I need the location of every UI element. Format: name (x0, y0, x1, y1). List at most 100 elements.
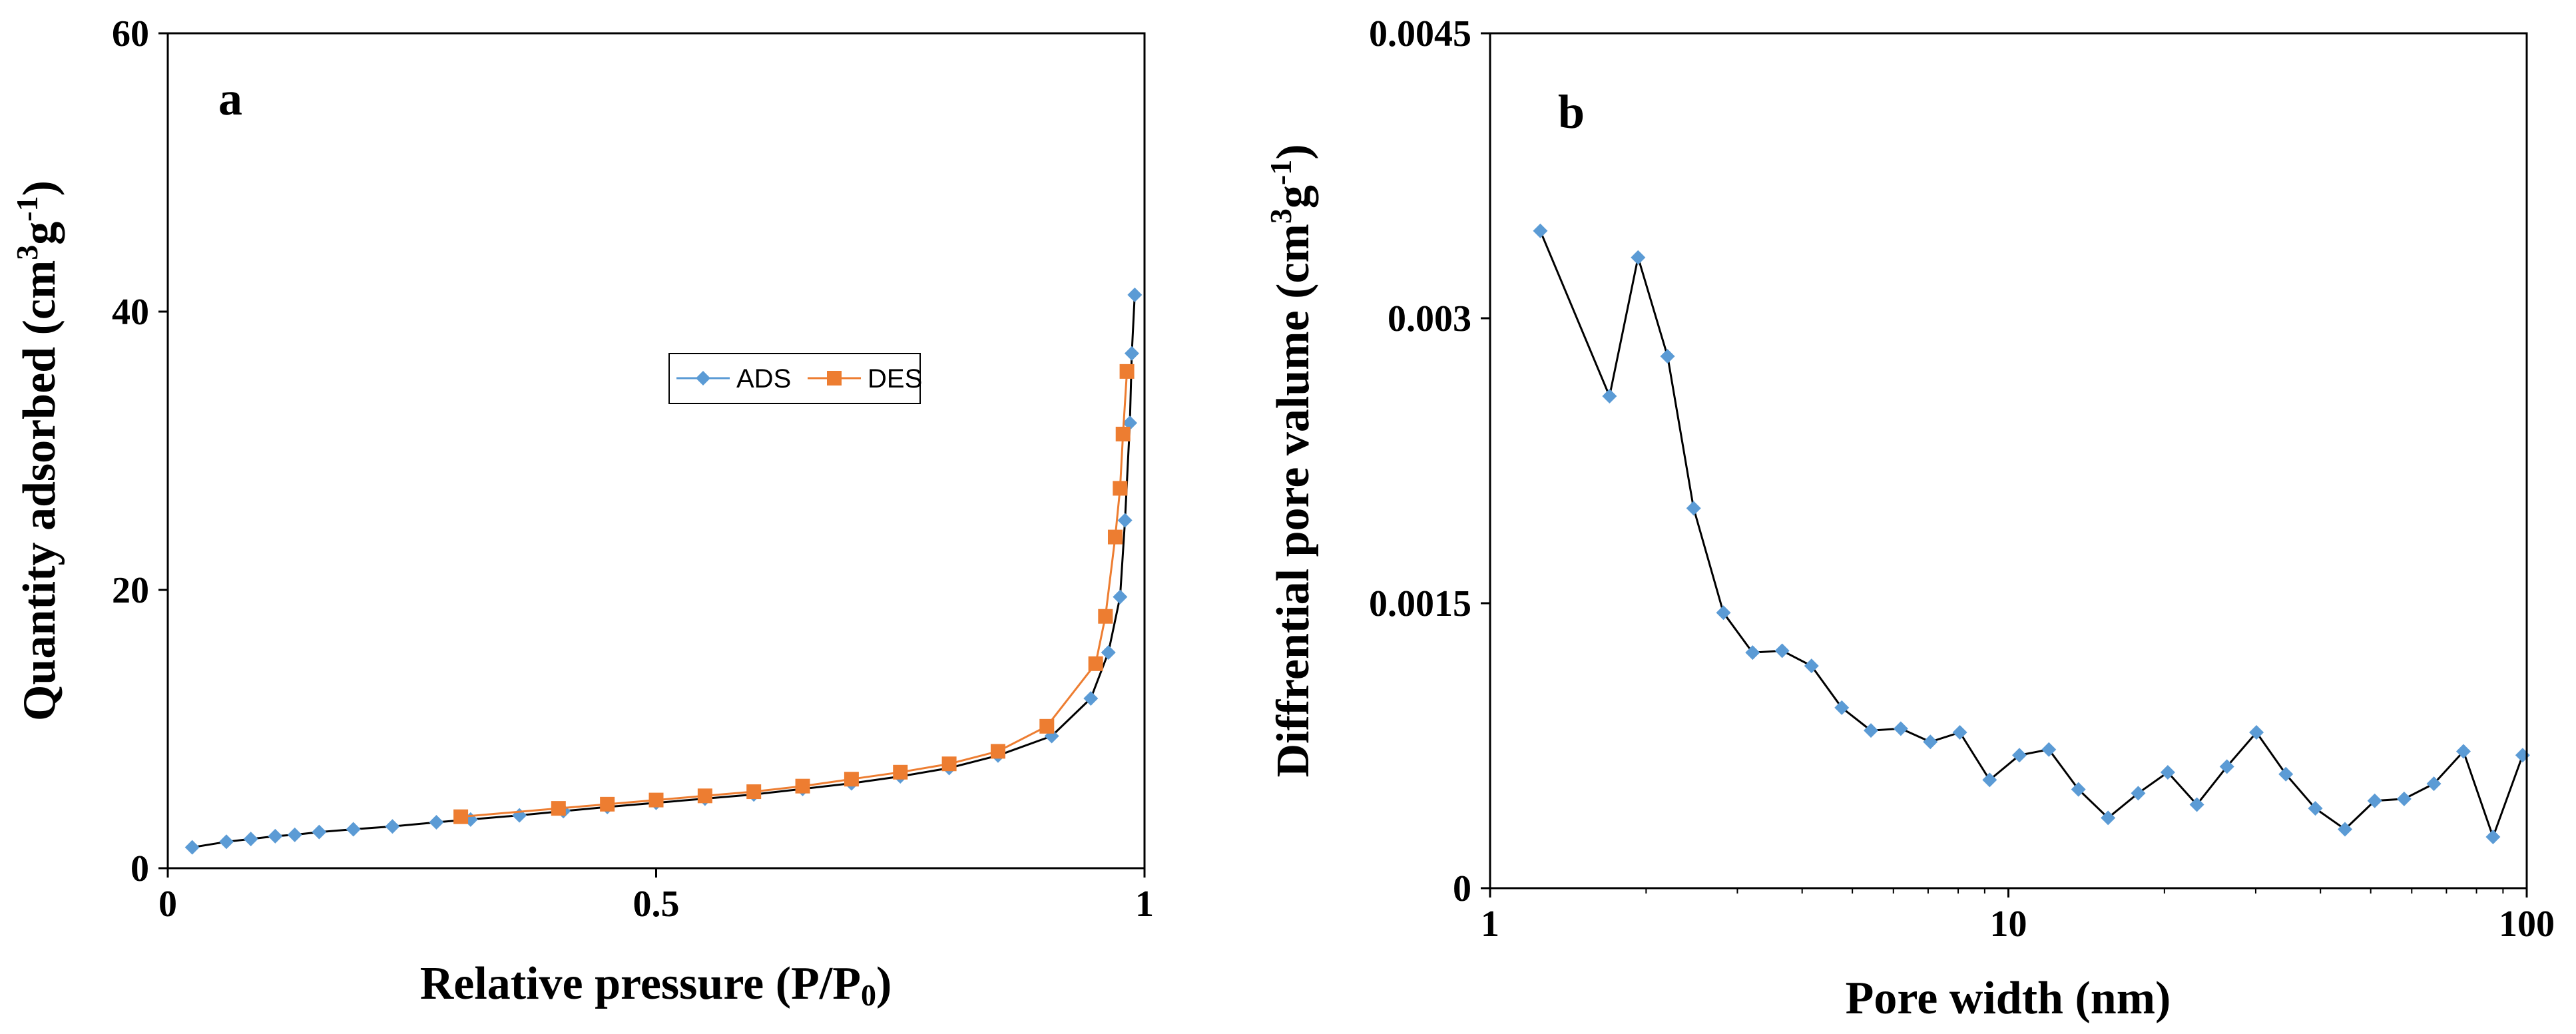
chart-b-point-pore-volume (2249, 725, 2264, 740)
chart-b: 1 10 100 0 0.0015 0.003 0.0045 b Pore width (n… (1264, 13, 2555, 1024)
chart-a-point-des (1088, 656, 1103, 671)
chart-a-point-des (1039, 718, 1055, 734)
chart-a-legend: ADS DES (668, 353, 922, 404)
chart-a-point-ads (184, 840, 200, 855)
legend-des-label: DES (868, 364, 922, 393)
chart-a-point-ads (1122, 415, 1137, 431)
chart-a-point-ads (312, 824, 327, 840)
chart-a-point-ads (1124, 346, 1139, 361)
chart-b-point-pore-volume (1834, 700, 1850, 715)
chart-a-point-ads (346, 822, 361, 837)
chart-b-point-pore-volume (1533, 223, 1548, 238)
chart-a-point-des (893, 764, 908, 780)
chart-a-point-des (1107, 529, 1123, 545)
chart-b-point-pore-volume (2396, 791, 2412, 806)
chart-b-point-pore-volume (1982, 772, 1997, 788)
chart-b-point-pore-volume (1923, 734, 1938, 750)
chart-b-point-pore-volume (1686, 501, 1701, 516)
chart-b-y-tick-label: 0.0045 (1369, 13, 1471, 55)
chart-a-panel-label: a (218, 72, 242, 125)
chart-a-y-tick-label: 20 (112, 570, 149, 611)
chart-a-point-des (844, 772, 859, 787)
chart-a-point-des (453, 809, 469, 824)
chart-b-plot-area (1533, 223, 2530, 844)
chart-a-x-axis-label: Relative pressure (P/P0) (420, 958, 892, 1012)
chart-b-panel-label: b (1558, 85, 1585, 138)
chart-b-point-pore-volume (1660, 349, 1675, 364)
chart-a-point-des (551, 801, 566, 816)
chart-a-point-ads (1127, 287, 1143, 302)
chart-a-plot-area (184, 287, 1143, 855)
chart-a-point-des (990, 744, 1005, 759)
chart-a-point-ads (1083, 691, 1099, 706)
legend-ads-marker (696, 371, 710, 386)
chart-b-point-pore-volume (2455, 744, 2471, 759)
chart-a-y-tick-label: 0 (130, 848, 149, 890)
chart-a-point-ads (385, 819, 400, 834)
chart-b-point-pore-volume (1631, 250, 1646, 265)
chart-a-point-ads (287, 827, 302, 842)
chart-a-point-des (1119, 364, 1135, 379)
chart-b-x-tick-label: 10 (1990, 904, 2027, 945)
chart-b-point-pore-volume (1804, 658, 1819, 674)
chart-a-point-des (941, 756, 957, 772)
chart-b-point-pore-volume (1602, 388, 1617, 403)
chart-b-point-pore-volume (2367, 793, 2382, 808)
chart-a-x-tick-label: 1 (1135, 884, 1154, 925)
chart-a-point-des (600, 796, 615, 812)
chart-a-point-ads (1117, 513, 1133, 528)
chart-b-x-axis-label: Pore width (nm) (1846, 973, 2171, 1024)
chart-b-point-pore-volume (2160, 764, 2175, 780)
chart-a-point-des (697, 788, 712, 804)
chart-b-point-pore-volume (2338, 822, 2353, 837)
chart-b-y-tick-label: 0.0015 (1369, 583, 1471, 625)
chart-b-x-tick-label: 100 (2499, 904, 2555, 945)
chart-b-point-pore-volume (2426, 776, 2442, 792)
chart-a-y-tick-label: 60 (112, 13, 149, 55)
chart-b-point-pore-volume (2278, 766, 2294, 782)
legend-des-marker (827, 371, 842, 386)
chart-b-x-tick-label: 1 (1481, 904, 1499, 945)
chart-a-point-ads (268, 828, 283, 844)
chart-b-point-pore-volume (1745, 645, 1760, 660)
chart-b-point-pore-volume (2041, 742, 2057, 757)
chart-a-point-des (1115, 426, 1131, 441)
chart-b-point-pore-volume (1952, 725, 1967, 740)
chart-b-point-pore-volume (1774, 643, 1790, 658)
chart-b-point-pore-volume (2131, 786, 2146, 801)
chart-b-point-pore-volume (2189, 797, 2204, 812)
chart-a-x-tick-label: 0.5 (633, 884, 680, 925)
legend-ads-label: ADS (736, 364, 791, 393)
chart-a-point-ads (243, 832, 258, 847)
chart-a-point-des (648, 792, 664, 808)
chart-b-y-tick-label: 0 (1453, 868, 1471, 909)
chart-a-y-axis-label: Quantity adsorbed (cm3g-1) (10, 180, 65, 721)
chart-a-point-ads (219, 834, 234, 850)
chart-b-point-pore-volume (2071, 782, 2086, 797)
chart-b-point-pore-volume (2101, 810, 2116, 826)
chart-b-y-axis-label: Diffrential pore valume (cm3g-1) (1264, 144, 1319, 777)
chart-b-point-pore-volume (2219, 759, 2234, 774)
chart-b-point-pore-volume (2485, 829, 2501, 844)
chart-b-point-pore-volume (1893, 721, 1908, 736)
chart-a-point-ads (1101, 645, 1116, 660)
chart-a-point-ads (429, 815, 444, 830)
chart-a-x-tick-label: 0 (158, 884, 177, 925)
chart-b-y-tick-label: 0.003 (1388, 298, 1471, 340)
chart-a-point-des (746, 784, 762, 800)
chart-a-point-des (1113, 481, 1128, 496)
chart-a-point-ads (1113, 589, 1128, 605)
chart-b-point-pore-volume (1864, 723, 1879, 738)
chart-a-y-tick-label: 40 (112, 292, 149, 333)
chart-a-series-des-line (460, 371, 1129, 818)
chart-b-point-pore-volume (2011, 748, 2027, 763)
chart-a-point-des (795, 778, 810, 794)
chart-a-ticks: 0 0.5 1 0 20 40 60 (112, 13, 1154, 925)
chart-b-point-pore-volume (2308, 801, 2323, 816)
chart-a-point-des (1098, 609, 1113, 624)
chart-b-ticks: 1 10 100 0 0.0015 0.003 0.0045 (1369, 13, 2555, 945)
chart-b-point-pore-volume (1716, 605, 1731, 621)
